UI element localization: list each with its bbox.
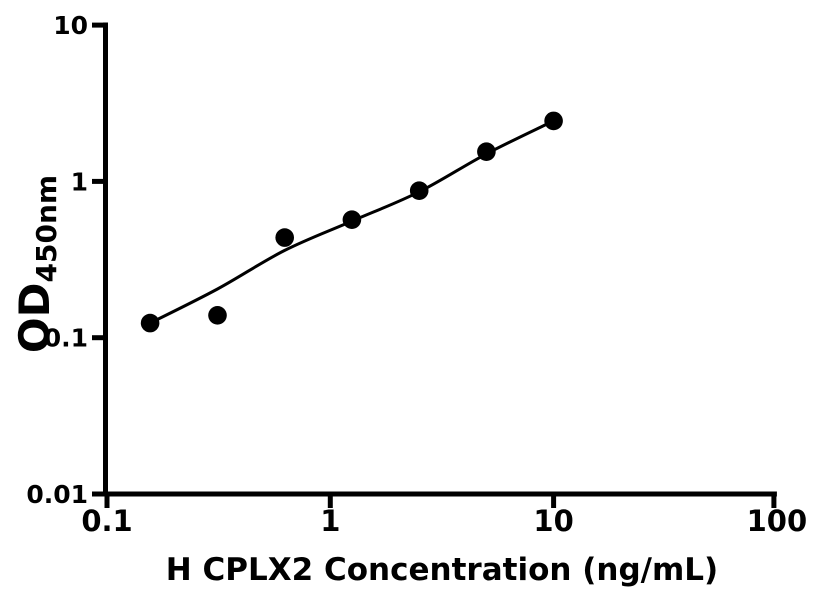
x-tick-label: 10 [533,504,573,538]
data-point-marker [409,181,429,200]
y-tick-label: 1 [71,167,88,196]
data-point-marker [140,313,160,333]
x-axis-title: H CPLX2 Concentration (ng/mL) [165,552,719,588]
data-point-marker [208,306,227,325]
data-point-marker [477,142,496,161]
x-tick-label: 100 [747,504,808,538]
y-tick-label: 0.01 [26,480,88,509]
y-tick-label: 0.1 [44,324,88,353]
x-tick-label: 0.1 [81,504,132,538]
y-axis-title-subscript: 450nm [30,174,63,283]
y-axis-title-text: OD450nm [10,174,71,354]
data-point-marker [275,228,295,247]
y-tick-label: 10 [53,11,88,40]
data-point-marker [342,210,362,229]
data-point-marker [544,111,563,131]
x-tick-label: 1 [320,504,340,538]
y-axis-title-main: OD [10,282,59,354]
